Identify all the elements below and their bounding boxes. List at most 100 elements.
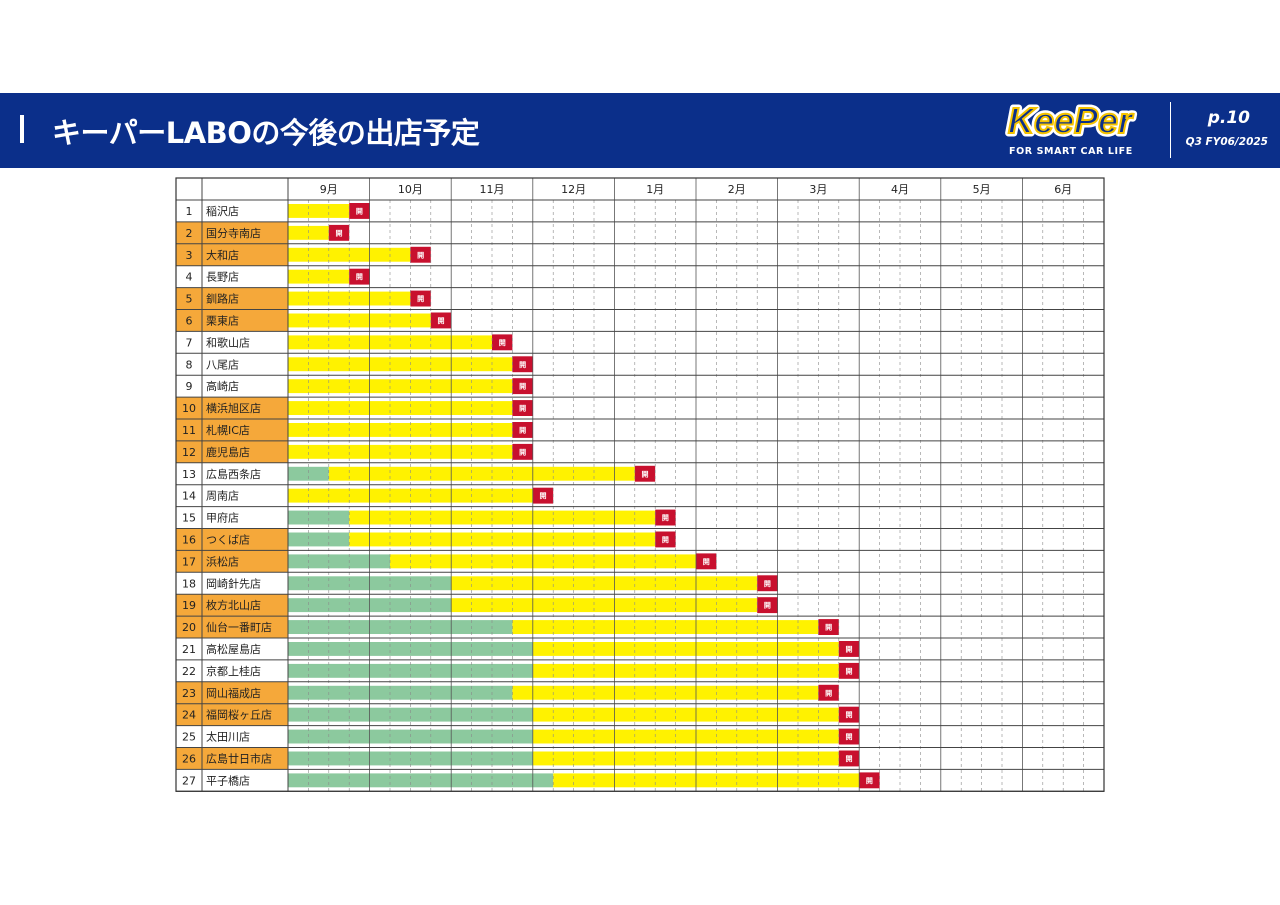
open-marker-label: 開	[846, 710, 853, 719]
open-marker	[512, 422, 533, 438]
store-name: 稲沢店	[206, 204, 239, 218]
row-number: 16	[182, 533, 196, 546]
open-marker-label: 開	[438, 316, 445, 325]
bar-construction-phase	[512, 685, 819, 700]
open-marker	[532, 487, 554, 504]
store-name: 和歌山店	[206, 335, 250, 349]
store-name: 広島廿日市店	[206, 751, 272, 765]
store-name: 栗東店	[206, 313, 239, 327]
row-highlight	[176, 419, 288, 441]
open-marker-label: 開	[846, 732, 853, 741]
bar-construction-phase	[553, 773, 860, 788]
row-highlight	[176, 287, 288, 310]
bar-construction-phase	[288, 444, 513, 459]
row-number: 15	[182, 512, 196, 525]
open-marker	[818, 684, 839, 701]
row-number: 10	[182, 402, 196, 415]
row-number: 27	[182, 774, 196, 787]
open-marker	[328, 224, 350, 241]
store-name: 高松屋島店	[206, 642, 261, 656]
store-name: つくば店	[206, 532, 250, 546]
bar-construction-phase	[288, 269, 350, 284]
keeper-logo: KeePer KeePer FOR SMART CAR LIFE	[985, 93, 1165, 168]
store-name: 太田川店	[206, 730, 250, 744]
open-marker-label: 開	[703, 557, 710, 566]
store-name: 甲府店	[206, 511, 239, 525]
month-label: 9月	[320, 183, 338, 196]
store-name: 横浜旭区店	[206, 401, 261, 415]
open-marker-label: 開	[846, 644, 853, 653]
month-label: 10月	[398, 183, 423, 196]
store-name: 長野店	[206, 270, 239, 284]
store-name: 仙台一番町店	[206, 620, 272, 634]
store-name: 京都上桂店	[206, 664, 261, 678]
open-marker	[655, 509, 676, 526]
open-marker-label: 開	[356, 206, 363, 215]
store-name: 高崎店	[206, 379, 239, 393]
open-marker	[410, 290, 431, 307]
open-marker-label: 開	[540, 491, 547, 500]
store-name: 大和店	[206, 248, 239, 262]
open-marker-label: 開	[662, 513, 669, 522]
open-marker-label: 開	[764, 601, 771, 610]
month-label: 4月	[891, 183, 909, 196]
page-title: キーパーLABOの今後の出店予定	[52, 116, 480, 150]
row-number: 2	[186, 227, 193, 240]
bar-preparation-phase	[288, 620, 513, 634]
store-name: 平子橋店	[206, 773, 250, 787]
row-number: 14	[182, 490, 196, 503]
row-number: 11	[182, 424, 196, 437]
month-label: 6月	[1054, 183, 1072, 196]
month-label: 11月	[480, 183, 505, 196]
store-name: 岡崎針先店	[206, 576, 261, 590]
row-highlight	[176, 440, 288, 463]
bar-construction-phase	[288, 423, 513, 437]
open-marker	[696, 553, 717, 570]
row-number: 17	[182, 555, 196, 568]
open-marker	[859, 772, 880, 789]
bar-construction-phase	[288, 313, 431, 328]
header-banner: キーパーLABOの今後の出店予定	[0, 93, 1280, 168]
store-name: 福岡桜ヶ丘店	[206, 708, 272, 722]
bar-construction-phase	[512, 620, 819, 634]
row-number: 9	[186, 380, 193, 393]
row-number: 21	[182, 643, 196, 656]
open-marker	[818, 619, 839, 635]
open-marker	[512, 443, 533, 460]
store-name: 釧路店	[206, 292, 239, 306]
row-highlight	[176, 594, 288, 617]
row-number: 1	[186, 205, 193, 218]
row-highlight	[176, 747, 288, 770]
open-marker	[838, 662, 860, 679]
store-name: 岡山福成店	[206, 686, 261, 700]
open-marker-label: 開	[519, 382, 526, 391]
logo-tagline: FOR SMART CAR LIFE	[1009, 146, 1133, 157]
row-number: 19	[182, 599, 196, 612]
row-number: 5	[186, 293, 193, 306]
bar-preparation-phase	[288, 466, 329, 481]
row-highlight	[176, 243, 288, 266]
open-marker	[838, 641, 860, 657]
row-number: 20	[182, 621, 196, 634]
store-name: 浜松店	[206, 554, 239, 568]
open-marker-label: 開	[846, 666, 853, 675]
bar-construction-phase	[532, 707, 839, 722]
store-name: 周南店	[206, 489, 239, 503]
open-marker-label: 開	[662, 535, 669, 544]
month-label: 5月	[973, 183, 991, 196]
open-marker	[757, 575, 778, 592]
row-highlight	[176, 397, 288, 419]
bar-construction-phase	[451, 598, 758, 613]
open-marker-label: 開	[336, 228, 343, 237]
open-marker-label: 開	[499, 338, 506, 347]
row-highlight	[176, 616, 288, 638]
store-name: 枚方北山店	[206, 598, 261, 612]
open-marker	[430, 312, 452, 329]
open-marker-label: 開	[519, 404, 526, 413]
row-number: 23	[182, 687, 196, 700]
open-marker-label: 開	[825, 623, 832, 632]
bar-construction-phase	[532, 751, 839, 766]
open-marker-label: 開	[519, 447, 526, 456]
row-number: 4	[186, 271, 193, 284]
row-number: 7	[186, 336, 193, 349]
